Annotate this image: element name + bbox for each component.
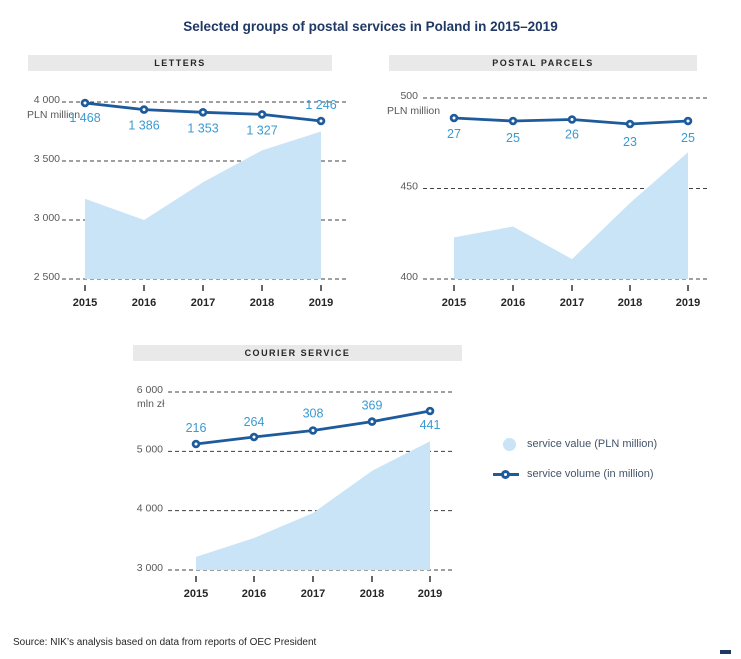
data-point-marker-center — [511, 119, 515, 123]
y-tick-label: 2 500 — [34, 271, 60, 283]
year-label: 2019 — [676, 297, 700, 309]
data-label: 441 — [420, 418, 441, 432]
data-label: 1 386 — [128, 119, 159, 133]
data-label: 216 — [186, 421, 207, 435]
year-label: 2015 — [184, 588, 208, 600]
y-tick-label: 400 — [400, 271, 418, 283]
data-label: 264 — [244, 415, 265, 429]
data-point-marker-center — [628, 122, 632, 126]
data-point-marker-center — [83, 101, 87, 105]
data-point-marker-center — [570, 118, 574, 121]
marker-dot-icon — [501, 469, 510, 479]
y-tick-label: 450 — [400, 181, 418, 193]
data-label: 1 246 — [305, 98, 336, 112]
data-label: 25 — [681, 131, 695, 145]
legend-item-service-value: service value (PLN million) — [490, 429, 740, 459]
data-point-marker-center — [686, 119, 690, 123]
source-note: Source: NIK’s analysis based on data fro… — [13, 637, 317, 648]
y-tick-label: 4 000 — [34, 94, 60, 106]
year-label: 2017 — [560, 297, 584, 309]
legend-item-service-volume: service volume (in million) — [490, 459, 740, 489]
y-tick-label: 500 — [400, 90, 418, 102]
line-marker-swatch-icon — [493, 469, 519, 479]
area-swatch-icon — [503, 437, 516, 451]
data-point-marker-center — [201, 110, 205, 114]
year-label: 2017 — [301, 588, 325, 600]
y-axis-unit-label: PLN million — [387, 105, 440, 117]
page-corner-mark — [720, 650, 731, 654]
data-point-marker-center — [252, 435, 256, 439]
service-value-area — [196, 441, 430, 570]
data-point-marker-center — [319, 119, 323, 123]
data-point-marker-center — [194, 442, 198, 446]
legend-label: service value (PLN million) — [527, 438, 658, 450]
year-label: 2018 — [250, 297, 274, 309]
year-label: 2016 — [501, 297, 525, 309]
panel-header-courier-service: COURIER SERVICE — [133, 345, 462, 361]
data-point-marker-center — [311, 429, 315, 432]
legend-label: service volume (in million) — [527, 468, 654, 480]
legend: service value (PLN million) service volu… — [490, 429, 740, 489]
year-label: 2019 — [418, 588, 442, 600]
data-label: 1 468 — [69, 111, 100, 125]
y-tick-label: 3 000 — [137, 562, 163, 574]
figure-title: Selected groups of postal services in Po… — [183, 19, 558, 34]
year-label: 2015 — [442, 297, 466, 309]
year-label: 2018 — [360, 588, 384, 600]
y-tick-label: 4 000 — [137, 503, 163, 515]
year-label: 2016 — [132, 297, 156, 309]
y-tick-label: 3 000 — [34, 212, 60, 224]
year-label: 2016 — [242, 588, 266, 600]
panel-header-letters: LETTERS — [28, 55, 332, 71]
data-label: 308 — [303, 407, 324, 421]
y-axis-unit-label: PLN million — [27, 109, 80, 121]
year-label: 2018 — [618, 297, 642, 309]
panel-header-postal-parcels: POSTAL PARCELS — [389, 55, 697, 71]
data-label: 23 — [623, 135, 637, 149]
data-label: 1 327 — [246, 123, 277, 137]
y-axis-unit-label: mln zł — [137, 398, 165, 410]
service-value-area — [85, 131, 321, 279]
data-point-marker-center — [142, 108, 146, 112]
year-label: 2017 — [191, 297, 215, 309]
y-tick-label: 5 000 — [137, 443, 163, 455]
year-label: 2015 — [73, 297, 97, 309]
data-point-marker-center — [452, 116, 456, 120]
data-point-marker-center — [370, 420, 374, 424]
data-label: 27 — [447, 127, 461, 141]
data-label: 369 — [362, 399, 383, 413]
service-value-area — [454, 152, 688, 279]
data-label: 1 353 — [187, 121, 218, 135]
year-label: 2019 — [309, 297, 333, 309]
data-point-marker-center — [428, 409, 432, 413]
data-point-marker-center — [260, 112, 264, 116]
data-label: 25 — [506, 131, 520, 145]
y-tick-label: 6 000 — [137, 384, 163, 396]
data-label: 26 — [565, 128, 579, 142]
y-tick-label: 3 500 — [34, 153, 60, 165]
